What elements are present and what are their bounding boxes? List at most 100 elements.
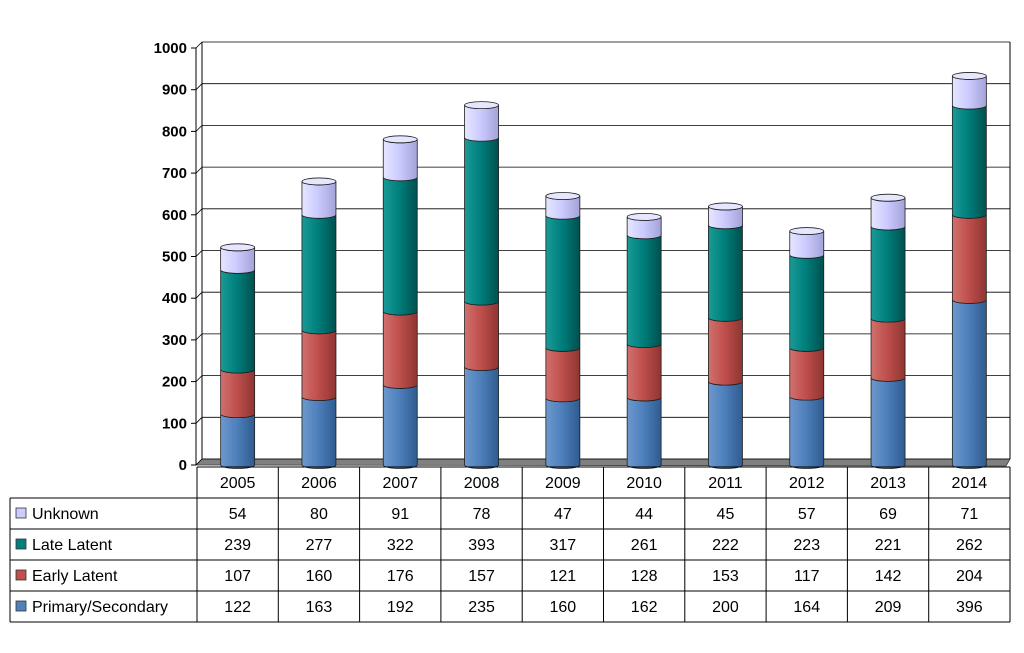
data-label-primary-secondary-2010: 162: [631, 599, 658, 616]
data-label-early-latent-2011: 153: [712, 568, 739, 585]
bar-top-cap-2014: [951, 72, 987, 80]
data-label-primary-secondary-2013: 209: [875, 599, 902, 616]
bar-primary-secondary-2009: [545, 398, 581, 469]
data-label-late-latent-2013: 221: [875, 537, 902, 554]
bar-primary-secondary-2005: [220, 413, 256, 469]
x-tick-label-2013: 2013: [870, 475, 906, 492]
bar-early-latent-2011: [708, 317, 743, 386]
data-label-unknown-2008: 78: [473, 506, 491, 523]
bar-primary-secondary-2014: [951, 299, 987, 469]
bar-unknown-2005: [220, 247, 256, 274]
y-tick-label: 600: [162, 207, 187, 224]
data-label-primary-secondary-2008: 235: [468, 599, 495, 616]
bar-late-latent-2014: [951, 105, 987, 219]
data-label-late-latent-2007: 322: [387, 537, 414, 554]
bar-top-cap-2007: [382, 135, 418, 144]
data-label-early-latent-2009: 121: [549, 568, 576, 585]
data-label-early-latent-2012: 117: [794, 568, 820, 585]
x-tick-label-2011: 2011: [708, 475, 743, 492]
bar-early-latent-2006: [301, 330, 337, 401]
bar-primary-secondary-2008: [464, 366, 499, 469]
bar-early-latent-2014: [951, 214, 987, 304]
bar-late-latent-2008: [464, 137, 499, 306]
legend-swatch-unknown: [15, 507, 27, 519]
data-label-late-latent-2011: 222: [712, 537, 739, 554]
bar-early-latent-2005: [220, 369, 256, 419]
bar-late-latent-2011: [708, 225, 743, 322]
data-label-primary-secondary-2005: 122: [224, 599, 251, 616]
data-label-unknown-2007: 91: [391, 506, 409, 523]
bar-primary-secondary-2013: [870, 377, 906, 469]
bar-early-latent-2012: [789, 347, 825, 401]
bar-top-cap-2005: [220, 243, 256, 252]
data-label-early-latent-2010: 128: [631, 568, 658, 585]
bar-late-latent-2007: [382, 177, 418, 316]
legend-label-primary-secondary: Primary/Secondary: [32, 599, 168, 616]
data-table: 2005 2006 2007 2008 2009 2010 2011 2012 2013 2014…: [9, 466, 1011, 623]
y-tick-label: 300: [162, 332, 187, 349]
data-label-primary-secondary-2012: 164: [793, 599, 820, 616]
x-tick-label-2005: 2005: [220, 475, 256, 492]
x-tick-label-2008: 2008: [464, 475, 500, 492]
bar-early-latent-2007: [382, 311, 418, 389]
data-label-late-latent-2012: 223: [793, 537, 820, 554]
bar-unknown-2013: [870, 197, 906, 231]
bar-top-cap-2008: [464, 101, 499, 110]
bar-top-cap-2009: [545, 192, 581, 200]
gridline: [195, 166, 1010, 174]
x-tick-label-2014: 2014: [952, 475, 988, 492]
gridline: [195, 125, 1010, 132]
bar-early-latent-2013: [870, 318, 906, 382]
legend-label-late-latent: Late Latent: [32, 537, 113, 554]
bar-top-cap-2011: [708, 202, 743, 211]
bar-primary-secondary-2010: [626, 397, 662, 469]
data-label-unknown-2011: 45: [717, 506, 735, 523]
bar-early-latent-2009: [545, 347, 581, 403]
y-tick-label: 700: [162, 165, 187, 182]
data-label-unknown-2014: 71: [960, 506, 978, 523]
x-tick-label-2012: 2012: [789, 475, 825, 492]
bar-early-latent-2010: [626, 343, 662, 402]
bar-late-latent-2010: [626, 235, 662, 348]
bar-unknown-2014: [951, 75, 987, 110]
bar-primary-secondary-2006: [301, 396, 337, 469]
legend-swatch-early-latent: [15, 569, 27, 581]
bar-unknown-2012: [789, 230, 825, 259]
bar-top-cap-2010: [626, 212, 662, 221]
data-label-late-latent-2005: 239: [224, 537, 251, 554]
bars: [220, 72, 987, 469]
data-label-late-latent-2009: 317: [549, 537, 576, 554]
data-label-primary-secondary-2009: 160: [549, 599, 576, 616]
legend-swatch-late-latent: [15, 538, 27, 550]
x-tick-label-2009: 2009: [545, 475, 581, 492]
y-tick-label: 200: [162, 374, 187, 391]
data-label-early-latent-2013: 142: [875, 568, 902, 585]
bar-late-latent-2013: [870, 226, 906, 323]
x-tick-label-2006: 2006: [301, 475, 337, 492]
bar-top-cap-2012: [789, 227, 825, 235]
bar-primary-secondary-2011: [708, 381, 743, 469]
y-tick-label: 900: [162, 82, 187, 99]
legend-label-early-latent: Early Latent: [32, 568, 118, 585]
data-label-late-latent-2014: 262: [956, 537, 983, 554]
data-label-late-latent-2010: 261: [631, 537, 658, 554]
data-label-unknown-2006: 80: [310, 506, 328, 523]
bar-unknown-2008: [464, 104, 499, 142]
data-label-unknown-2005: 54: [229, 506, 247, 523]
data-label-primary-secondary-2011: 200: [712, 599, 739, 616]
data-label-unknown-2009: 47: [554, 506, 572, 523]
bar-primary-secondary-2007: [382, 384, 418, 469]
data-label-late-latent-2008: 393: [468, 537, 495, 554]
data-label-early-latent-2006: 160: [306, 568, 333, 585]
data-label-unknown-2010: 44: [635, 506, 653, 523]
data-label-early-latent-2014: 204: [956, 568, 983, 585]
y-tick-label: 500: [162, 249, 187, 266]
data-label-early-latent-2008: 157: [468, 568, 495, 585]
y-tick-label: 800: [162, 123, 187, 140]
data-label-primary-secondary-2006: 163: [306, 599, 333, 616]
bar-primary-secondary-2012: [789, 396, 825, 469]
gridline: [195, 83, 1010, 90]
y-tick-label: 100: [162, 415, 187, 432]
legend-label-unknown: Unknown: [32, 506, 99, 523]
